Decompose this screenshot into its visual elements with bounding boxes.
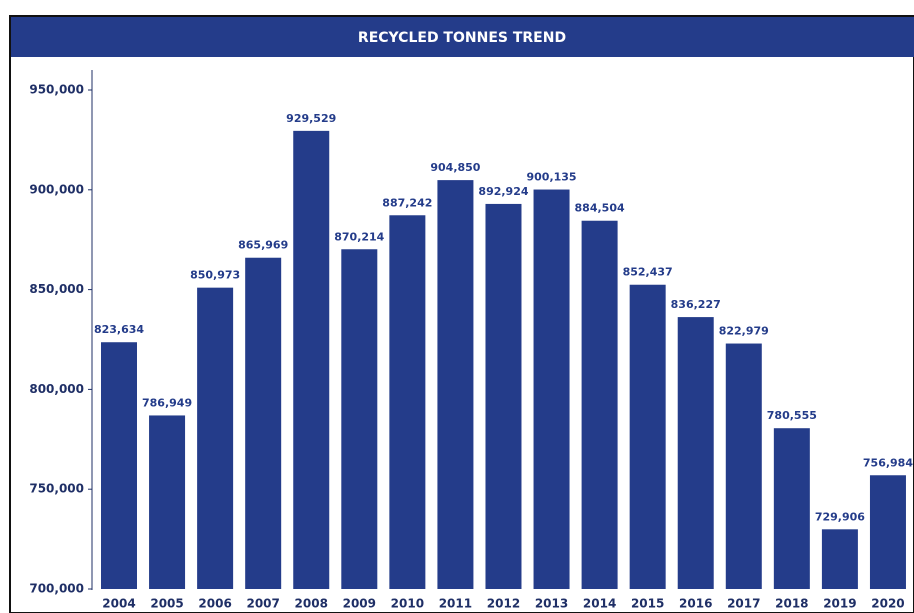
value-label: 865,969 [238,239,288,252]
x-tick-label: 2017 [727,597,760,611]
value-label: 850,973 [190,269,240,282]
bar [293,130,330,590]
y-tick-label: 850,000 [29,282,84,296]
y-tick-label: 700,000 [29,582,84,596]
x-tick-label: 2016 [679,597,712,611]
x-tick-label: 2009 [343,597,376,611]
value-label: 823,634 [94,323,144,336]
x-tick-label: 2020 [871,597,904,611]
bar [101,342,137,589]
bar [821,529,858,589]
x-tick-label: 2019 [823,597,856,611]
value-label: 892,924 [478,185,528,198]
value-label: 900,135 [526,171,576,184]
y-tick-label: 800,000 [29,382,84,396]
x-tick-label: 2010 [391,597,424,611]
x-tick-label: 2004 [102,597,135,611]
x-tick-label: 2008 [295,597,328,611]
value-label: 780,555 [767,409,817,422]
x-tick-label: 2011 [439,597,472,611]
bar [629,284,666,589]
bar [437,180,474,590]
x-tick-label: 2006 [198,597,231,611]
bar [149,415,186,589]
value-label: 836,227 [671,298,721,311]
bar [341,249,378,589]
bar [725,343,762,589]
bar [389,215,426,590]
y-tick-label: 950,000 [29,83,84,97]
x-tick-label: 2005 [150,597,183,611]
value-label: 929,529 [286,112,336,125]
bar [245,257,282,589]
value-label: 884,504 [575,202,625,215]
bar [581,220,618,589]
bar [533,189,570,590]
bar [773,428,810,589]
value-label: 786,949 [142,396,192,409]
y-tick-label: 750,000 [29,482,84,496]
bar [869,475,906,589]
bar [485,203,522,589]
title-bar [11,17,914,57]
y-tick-label: 900,000 [29,182,84,196]
x-tick-label: 2015 [631,597,664,611]
value-label: 904,850 [430,161,480,174]
x-tick-label: 2013 [535,597,568,611]
x-tick-label: 2007 [246,597,279,611]
value-label: 756,984 [863,456,913,469]
chart-title: RECYCLED TONNES TREND [358,30,566,46]
value-label: 870,214 [334,230,384,243]
x-tick-label: 2012 [487,597,520,611]
value-label: 852,437 [623,266,673,279]
bar [197,287,234,589]
x-tick-label: 2018 [775,597,808,611]
x-tick-label: 2014 [583,597,616,611]
value-label: 887,242 [382,196,432,209]
value-label: 729,906 [815,510,865,523]
bar [677,317,714,589]
value-label: 822,979 [719,325,769,338]
